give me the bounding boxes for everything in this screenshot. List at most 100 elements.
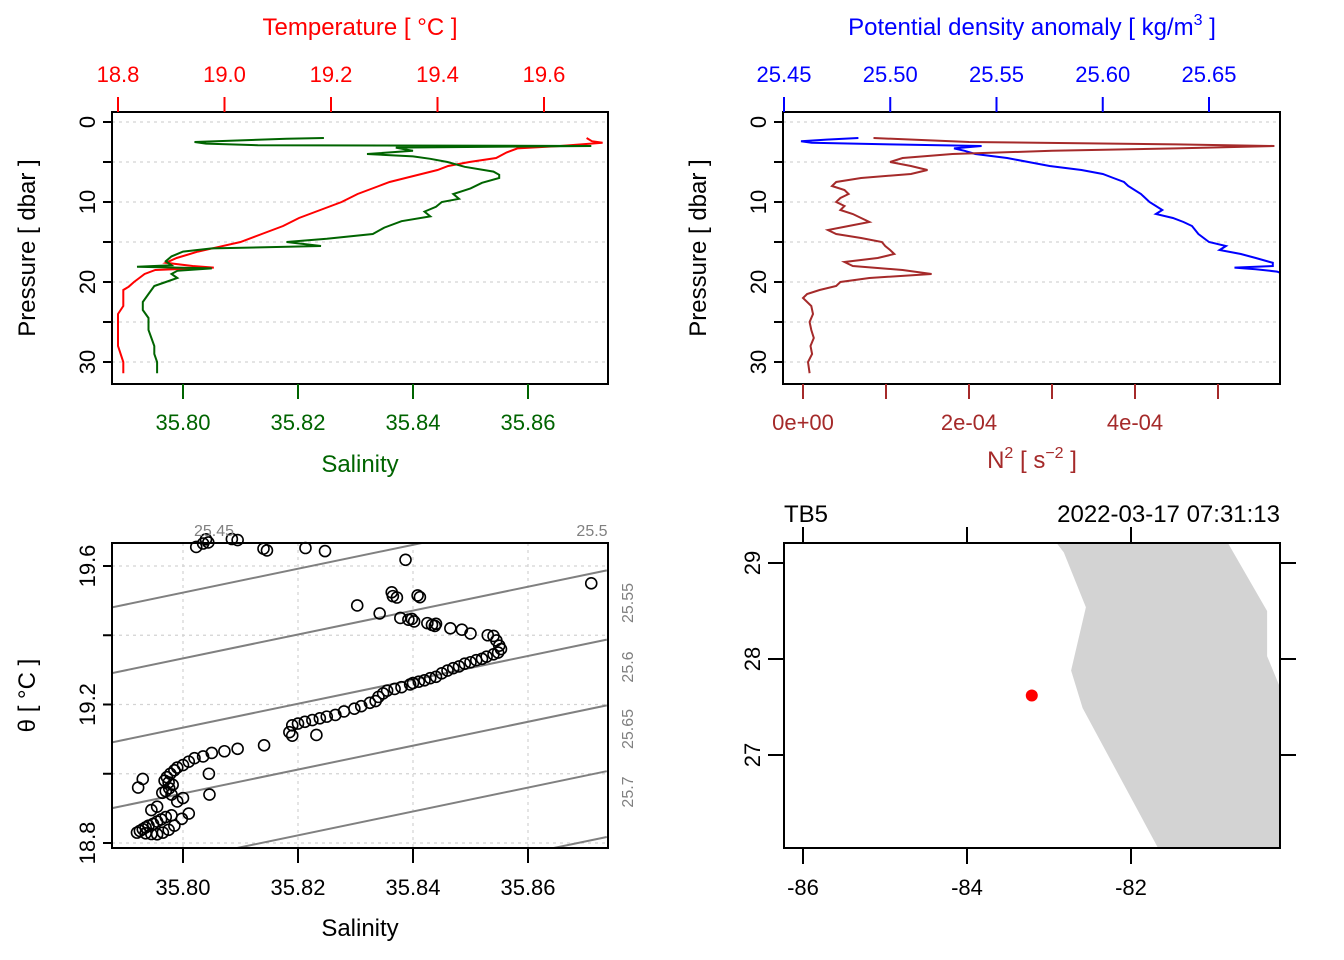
- ts-point: [285, 729, 299, 742]
- temperature-axis-tick-label: 19.0: [203, 62, 246, 87]
- theta-axis-tick-label: 18.8: [75, 822, 100, 865]
- ts-point: [446, 661, 460, 675]
- isopycnal-line: [112, 638, 607, 744]
- salinity-axis-title: Salinity: [321, 451, 398, 478]
- salinity-axis-tick-label: 35.80: [155, 410, 210, 435]
- ts-point: [395, 680, 408, 694]
- isopycnal-line: [112, 569, 607, 675]
- station-name: TB5: [784, 501, 828, 528]
- pressure-axis-title: Pressure [ dbar ]: [685, 159, 712, 336]
- temperature-line: [117, 137, 603, 374]
- n2-axis-tick-label: 2e-04: [941, 410, 997, 435]
- ts-point: [413, 590, 427, 604]
- salinity-axis-tick-label: 35.84: [385, 875, 440, 900]
- ts-point: [166, 778, 179, 792]
- ts-point: [373, 607, 386, 620]
- pressure-axis-title: Pressure [ dbar ]: [14, 159, 41, 336]
- ts-point: [354, 699, 368, 713]
- plot-frame: [111, 111, 609, 385]
- ts-point: [390, 591, 404, 604]
- ts-point: [403, 678, 417, 691]
- salinity-axis-tick-label: 35.80: [155, 875, 210, 900]
- ts-point: [145, 803, 158, 817]
- n2-axis-title-mid: [ s: [1013, 447, 1045, 474]
- density-axis-tick-label: 25.45: [756, 62, 811, 87]
- ts-point: [130, 826, 144, 839]
- ts-point: [318, 544, 332, 558]
- ts-point: [231, 533, 244, 547]
- pressure-axis-tick-label: 0: [746, 116, 771, 128]
- ts-point: [156, 826, 170, 839]
- ts-point: [458, 657, 472, 670]
- pressure-axis-tick-label: 10: [75, 190, 100, 214]
- ts-point: [203, 788, 216, 801]
- theta-axis-title: θ [ °C ]: [14, 659, 41, 733]
- pressure-axis-tick-label: 20: [75, 270, 100, 294]
- isopycnal-label: 25.6: [620, 651, 637, 682]
- map-frame: [783, 542, 1281, 849]
- ts-point: [369, 694, 382, 708]
- pressure-axis-tick-label: 10: [746, 190, 771, 214]
- density-axis-tick-label: 25.60: [1075, 62, 1130, 87]
- ts-point: [464, 627, 477, 640]
- panel-temperature-salinity-profile: 0 10 20 30 Pressure [ dbar ] 18.8 19.0 19.2 19.4…: [14, 14, 609, 478]
- ts-point: [412, 675, 426, 688]
- ts-point: [418, 673, 431, 687]
- ts-point: [156, 786, 169, 800]
- ts-point: [205, 746, 219, 760]
- n2-axis-title: N2 [ s−2 ]: [987, 445, 1077, 474]
- plot-frame: [111, 542, 609, 849]
- station-marker: [1025, 689, 1038, 702]
- ts-point: [189, 540, 203, 554]
- isopycnal-label: 25.5: [576, 523, 607, 540]
- ts-point: [350, 599, 364, 612]
- panel-ts-diagram: 18.8 19.2 19.6 θ [ °C ] 35.80 35.82 35.84 35.86…: [14, 523, 637, 942]
- ts-point: [337, 705, 351, 718]
- ts-point: [170, 795, 184, 808]
- temperature-axis-title: Temperature [ °C ]: [263, 14, 458, 41]
- ts-point: [452, 660, 466, 673]
- n2-axis-title-end: ]: [1064, 447, 1077, 474]
- ts-point: [469, 653, 483, 667]
- ts-point: [257, 739, 271, 752]
- ts-point: [320, 710, 334, 723]
- pressure-axis-tick-label: 30: [746, 350, 771, 374]
- salinity-axis-tick-label: 35.86: [500, 875, 555, 900]
- n2-axis-title-superscript: 2: [1004, 445, 1013, 462]
- longitude-tick-label: -86: [787, 875, 819, 900]
- ts-point: [260, 544, 274, 557]
- longitude-tick-label: -84: [951, 875, 983, 900]
- n2-axis-title-main: N: [987, 447, 1004, 474]
- ts-point: [196, 750, 210, 763]
- ts-point: [291, 717, 305, 730]
- ts-point: [487, 647, 500, 661]
- ts-point: [310, 728, 323, 742]
- density-anomaly-line: [800, 137, 1280, 274]
- ts-point: [429, 670, 443, 684]
- pressure-axis-tick-label: 0: [75, 116, 100, 128]
- density-axis-tick-label: 25.65: [1181, 62, 1236, 87]
- ts-point: [283, 725, 296, 739]
- ts-point: [405, 612, 419, 626]
- ts-point: [423, 671, 437, 685]
- ts-point: [202, 767, 216, 781]
- ts-point: [429, 617, 443, 631]
- theta-axis-tick-label: 19.2: [75, 683, 100, 726]
- panel-density-n2-profile: 0 10 20 30 Pressure [ dbar ] 25.45 25.50 25.55 2…: [685, 12, 1281, 474]
- n2-axis-title-superscript-2: −2: [1045, 445, 1063, 462]
- salinity-axis-title: Salinity: [321, 915, 398, 942]
- ts-point: [363, 696, 377, 710]
- station-timestamp: 2022-03-17 07:31:13: [1057, 501, 1280, 528]
- isopycnal-line: [112, 543, 427, 609]
- density-axis-title-main: Potential density anomaly [ kg/m: [848, 14, 1194, 41]
- isopycnal-line: [112, 704, 607, 810]
- density-axis-title-superscript: 3: [1194, 12, 1203, 29]
- ts-point: [441, 664, 454, 677]
- ts-point: [399, 553, 412, 567]
- temperature-axis-tick-label: 19.6: [523, 62, 566, 87]
- ts-point: [313, 712, 327, 725]
- ts-point: [150, 828, 164, 841]
- ts-point: [225, 532, 239, 546]
- ts-point: [231, 742, 244, 756]
- temperature-axis-tick-label: 19.2: [310, 62, 353, 87]
